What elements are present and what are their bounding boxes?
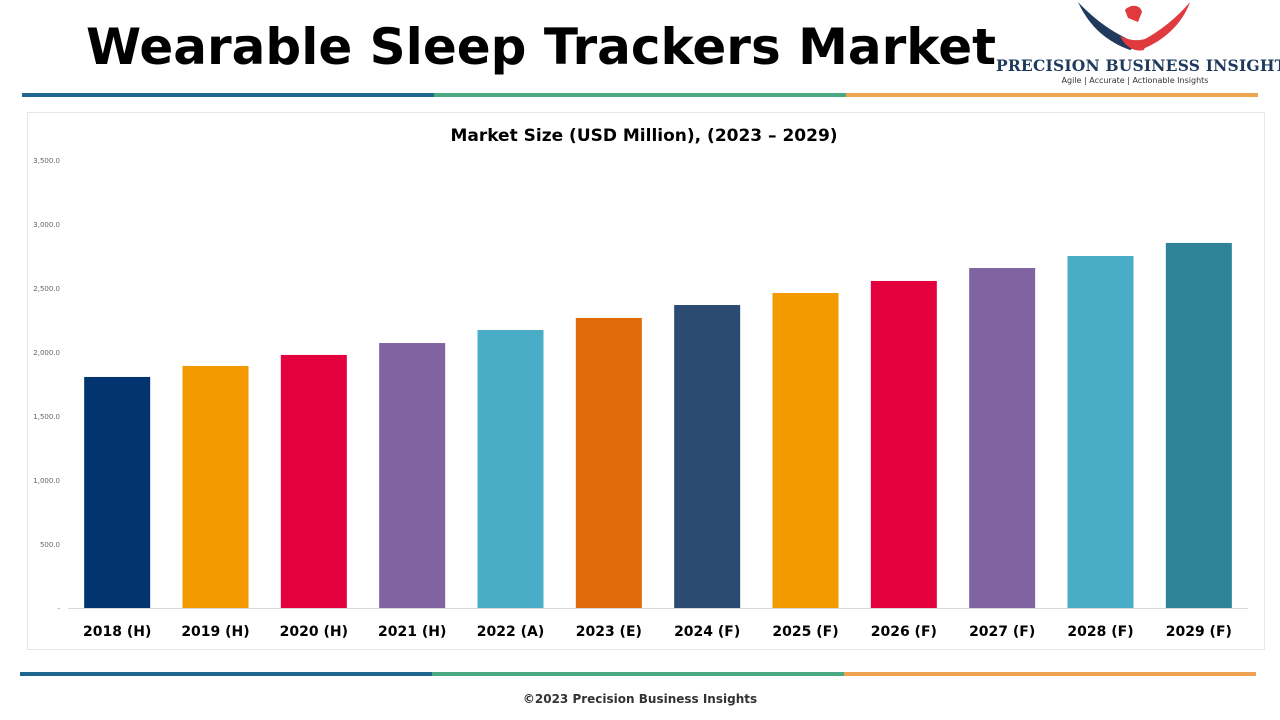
top-stripe-orange [846,93,1258,97]
y-tick-label: 1,500.0 [33,413,60,421]
bar [575,317,642,608]
company-logo: PRECISION BUSINESS INSIGHTS Agile | Accu… [990,0,1280,92]
x-tick-label: 2029 (F) [1166,624,1232,640]
y-tick-label: 500.0 [40,541,60,549]
logo-name: PRECISION BUSINESS INSIGHTS [996,56,1280,75]
x-tick-label: 2022 (A) [477,624,544,640]
eagle-handshake-icon [1078,2,1190,51]
x-tick-label: 2020 (H) [280,624,348,640]
y-tick-label: 2,000.0 [33,349,60,357]
bar [379,343,446,608]
bar [1165,242,1232,608]
bar [870,280,937,608]
x-tick-label: 2021 (H) [378,624,446,640]
footer-copyright: ©2023 Precision Business Insights [522,692,758,706]
chart-title: Market Size (USD Million), (2023 – 2029) [450,126,837,146]
x-tick-label: 2028 (F) [1067,624,1133,640]
y-tick-label: 3,500.0 [33,157,60,165]
bar [477,329,544,608]
bottom-stripe-orange [844,672,1256,676]
x-tick-label: 2019 (H) [181,624,249,640]
y-tick-label: - [57,605,60,613]
bar [772,292,839,608]
x-tick-label: 2027 (F) [969,624,1035,640]
y-tick-label: 2,500.0 [33,285,60,293]
y-tick-label: 1,000.0 [33,477,60,485]
bar [674,305,741,608]
bar [280,354,347,608]
bar [1067,256,1134,608]
top-stripe-blue [22,93,434,97]
bottom-stripe-blue [20,672,432,676]
x-tick-label: 2023 (E) [576,624,642,640]
chart-container [27,112,1265,650]
page-title: Wearable Sleep Trackers Market [86,18,997,76]
y-tick-label: 3,000.0 [33,221,60,229]
logo-tagline: Agile | Accurate | Actionable Insights [1061,76,1209,85]
x-tick-label: 2025 (F) [772,624,838,640]
bar [84,376,151,608]
bar [969,268,1036,608]
x-tick-label: 2026 (F) [871,624,937,640]
bottom-stripe-green [432,672,844,676]
bar [182,365,249,608]
x-tick-label: 2018 (H) [83,624,151,640]
x-tick-label: 2024 (F) [674,624,740,640]
top-stripe-green [434,93,846,97]
